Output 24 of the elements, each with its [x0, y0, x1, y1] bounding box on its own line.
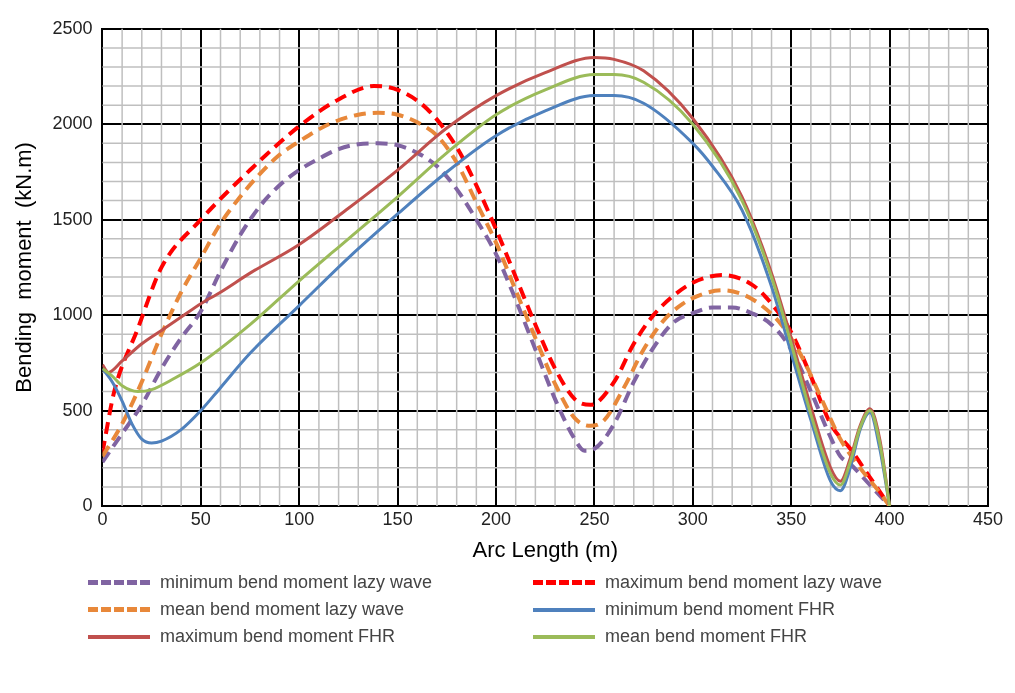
x-tick-label: 50 [190, 508, 211, 529]
x-tick-label: 0 [97, 508, 108, 529]
x-tick-label: 350 [776, 508, 807, 529]
y-tick-label: 500 [62, 399, 93, 420]
y-tick-label: 2000 [52, 113, 93, 134]
y-tick-label: 1000 [52, 304, 93, 325]
x-tick-label: 300 [677, 508, 708, 529]
legend-label: minimum bend moment FHR [605, 599, 836, 620]
legend-label: minimum bend moment lazy wave [160, 572, 433, 593]
y-tick-label: 1500 [52, 208, 93, 229]
legend-label: maximum bend moment lazy wave [605, 572, 883, 593]
x-tick-label: 150 [382, 508, 413, 529]
legend-label: mean bend moment FHR [605, 626, 808, 647]
x-tick-label: 200 [481, 508, 512, 529]
legend-label: maximum bend moment FHR [160, 626, 396, 647]
y-axis-title: Bending moment (kN.m) [11, 142, 37, 393]
legend-label: mean bend moment lazy wave [160, 599, 405, 620]
y-tick-label: 2500 [52, 17, 93, 38]
x-tick-label: 400 [874, 508, 905, 529]
x-tick-label: 100 [284, 508, 315, 529]
x-tick-label: 450 [972, 508, 1004, 529]
y-tick-label: 0 [82, 494, 93, 515]
x-axis-title: Arc Length (m) [472, 536, 618, 562]
x-tick-label: 250 [579, 508, 610, 529]
